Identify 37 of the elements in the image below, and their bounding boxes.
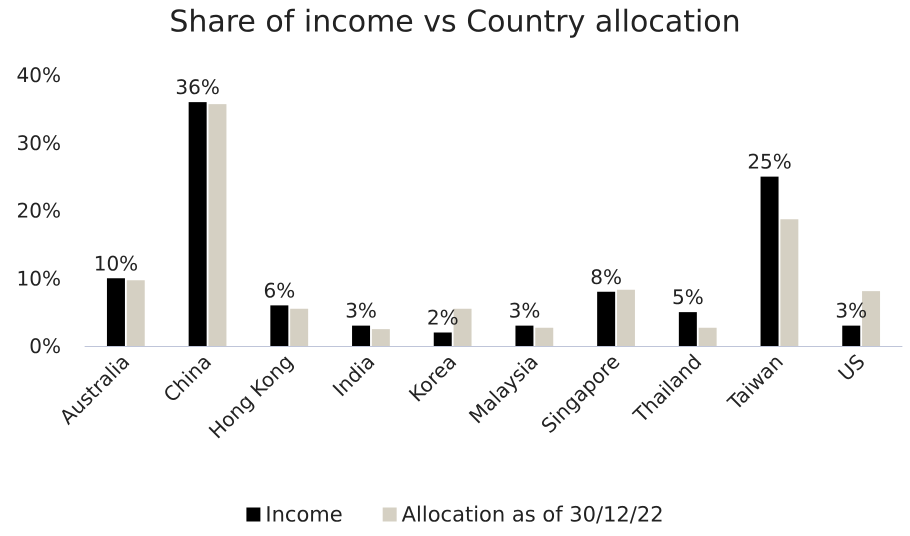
data-label: 3% bbox=[345, 298, 377, 323]
data-label: 36% bbox=[175, 75, 220, 100]
data-label: 6% bbox=[263, 278, 296, 302]
bar bbox=[842, 326, 860, 346]
legend-label: Income bbox=[265, 502, 343, 526]
data-label: 8% bbox=[590, 264, 622, 289]
bar bbox=[760, 176, 779, 346]
y-tick-label: 40% bbox=[16, 63, 61, 87]
y-tick-label: 0% bbox=[29, 334, 61, 358]
bar bbox=[780, 219, 798, 346]
y-tick-label: 10% bbox=[16, 266, 61, 290]
bar bbox=[515, 326, 534, 346]
bar bbox=[270, 305, 288, 346]
data-label: 10% bbox=[94, 251, 138, 276]
bar bbox=[678, 312, 697, 346]
bar bbox=[106, 278, 125, 346]
y-tick-label: 20% bbox=[16, 198, 61, 222]
chart-title: Share of income vs Country allocation bbox=[169, 4, 741, 40]
bar bbox=[290, 308, 308, 346]
y-tick-label: 30% bbox=[16, 130, 61, 155]
bar bbox=[535, 328, 554, 346]
bar bbox=[698, 328, 717, 346]
bar bbox=[208, 104, 226, 346]
bar bbox=[434, 332, 452, 346]
data-label: 5% bbox=[672, 285, 704, 310]
data-label: 2% bbox=[426, 305, 459, 330]
legend-label: Allocation as of 30/12/22 bbox=[402, 502, 664, 526]
x-tick-label: US bbox=[833, 350, 870, 386]
bar bbox=[597, 292, 616, 346]
bar bbox=[372, 329, 390, 346]
bar bbox=[188, 102, 207, 346]
data-label: 3% bbox=[508, 298, 540, 323]
bar bbox=[126, 280, 145, 346]
data-label: 3% bbox=[835, 298, 868, 323]
bar bbox=[616, 290, 635, 346]
data-label: 25% bbox=[747, 150, 792, 174]
bar bbox=[352, 326, 370, 346]
